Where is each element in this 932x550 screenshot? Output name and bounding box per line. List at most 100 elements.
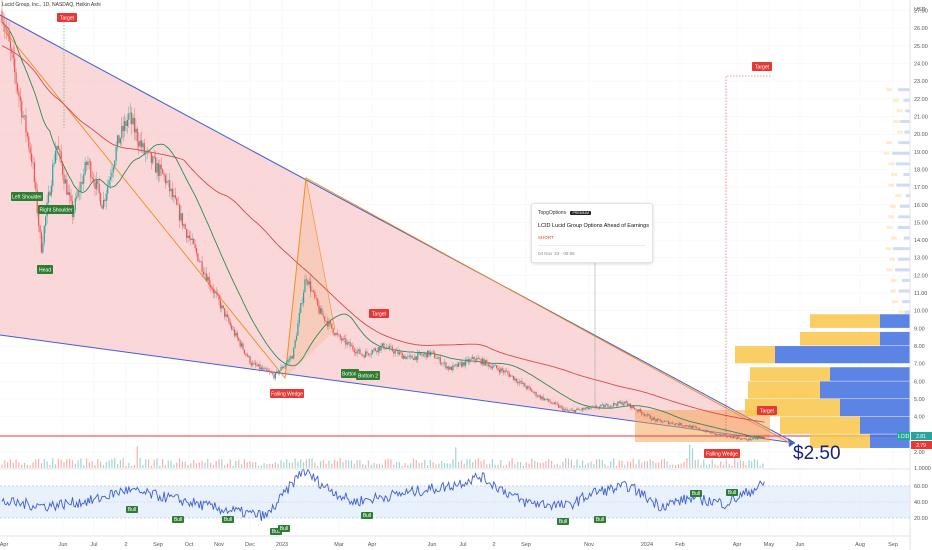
rsi-tick-0: 60.00 [914,484,928,490]
idea-card-date: 04 Nov '23 · 06:56 [538,251,575,256]
ticker-title: Lucid Group, Inc., 1D, NASDAQ, Heikin As… [2,2,101,8]
svg-text:Head: Head [39,268,51,274]
price-tick-22: 5.00 [914,397,925,403]
time-tick-22: Sep [888,542,898,548]
wedge-upper-line[interactable] [0,14,796,444]
time-tick-10: Apr [368,542,377,548]
tag-falling-wedge-1[interactable]: Falling Wedge [270,389,304,398]
svg-text:Bull: Bull [559,519,567,525]
brand-name: TopgOptions [538,210,567,216]
tag-target-4[interactable]: Target [757,406,777,415]
badge-prev-price: 2.79 [911,441,932,449]
idea-card-title: LCID Lucid Group Options Ahead of Earnin… [538,223,649,229]
rsi-tick-1: 40.00 [914,500,928,506]
badge-last-price: 2.81 [911,432,932,440]
rsi-bull-tag-6: Bull [557,518,569,525]
price-tick-15: 12.00 [914,273,928,279]
rsi-bull-tag-0: Bull [126,506,138,513]
rsi-axis[interactable]: 60.00 40.00 20.00 [914,484,928,522]
price-tick-13: 14.00 [914,238,928,244]
tag-right-shoulder[interactable]: Right Shoulder [38,205,74,214]
rsi-line[interactable] [1,467,765,522]
svg-text:2.81: 2.81 [916,434,926,440]
idea-card-direction: SHORT [538,235,554,240]
svg-text:Bull: Bull [363,513,371,519]
svg-text:Target: Target [755,65,770,71]
price-tick-0: 27.00 [914,9,928,15]
rsi-bull-tag-9: Bull [726,489,738,496]
price-tick-10: 17.00 [914,185,928,191]
price-tick-16: 11.00 [914,291,927,297]
rsi-bull-tag-8: Bull [690,490,702,497]
svg-text:Bottom: Bottom [342,372,358,378]
time-tick-2: Jul [90,542,97,548]
tag-target-1[interactable]: Target [57,13,77,22]
svg-text:Bull: Bull [272,529,280,535]
idea-card-brand: TopgOptions PREMIUM [538,210,591,216]
svg-text:Target: Target [760,409,775,415]
svg-text:Bull: Bull [280,526,288,532]
price-axis[interactable]: 27.00 26.00 25.00 24.00 23.00 22.00 21.00 20.00… [914,9,931,473]
time-tick-1: Jun [59,542,68,548]
time-tick-21: Aug [855,542,865,548]
rsi-tick-2: 20.00 [914,516,928,522]
time-tick-13: 2 [492,542,495,548]
svg-text:Target: Target [372,312,387,318]
time-tick-14: Sep [521,542,531,548]
price-tick-20: 7.00 [914,362,925,368]
rsi-bull-tag-1: Bull [172,516,184,523]
svg-text:Bottom 2: Bottom 2 [358,374,378,380]
time-tick-16: 2024 [641,542,653,548]
svg-text:Bull: Bull [596,517,604,523]
rsi-bull-tag-4: Bull [278,525,290,532]
time-tick-11: Jun [428,542,437,548]
price-tick-6: 21.00 [914,114,928,120]
time-tick-18: Apr [733,542,742,548]
price-tick-2: 25.00 [914,44,928,50]
price-tick-3: 24.00 [914,61,928,67]
time-axis[interactable]: Apr Jun Jul 2 Sep Oct Nov Dec 2023 Mar Apr Jun Jul 2 S… [0,542,898,548]
price-tick-19: 8.00 [914,344,925,350]
svg-text:Target: Target [60,16,75,22]
tag-bottom-1[interactable]: Bottom [341,369,359,378]
tag-target-3[interactable]: Target [369,309,389,318]
time-tick-3: 2 [124,542,127,548]
rsi-bull-tag-7: Bull [594,516,606,523]
rsi-band [0,486,910,518]
price-tick-17: 10.00 [914,309,928,315]
tag-bottom-2[interactable]: Bottom 2 [356,371,380,380]
price-tick-4: 23.00 [914,79,928,85]
tag-target-2[interactable]: Target [752,62,772,71]
ma-fast-line[interactable] [1,22,765,438]
idea-card[interactable]: TopgOptions PREMIUM LCID Lucid Group Opt… [531,203,653,263]
tag-left-shoulder[interactable]: Left Shoulder [11,192,43,201]
tag-head[interactable]: Head [37,265,53,274]
time-tick-7: Dec [245,542,255,548]
badge-symbol: LCID [897,432,910,440]
candles [1,0,765,442]
price-tick-7: 20.00 [914,132,928,138]
price-tick-11: 16.00 [914,203,928,209]
price-tick-1: 26.00 [914,26,928,32]
tag-falling-wedge-2[interactable]: Falling Wedge [704,449,740,458]
time-tick-19: May [764,542,775,548]
price-tick-18: 9.00 [914,326,925,332]
wedge-arrow [788,438,795,447]
target-price-label: $2.50 [793,443,841,464]
svg-text:Falling Wedge: Falling Wedge [706,452,738,458]
svg-text:2.79: 2.79 [916,443,926,449]
time-tick-17: Feb [675,542,684,548]
volume-profile [735,88,910,448]
premium-badge: PREMIUM [570,211,591,215]
price-tick-5: 22.00 [914,97,928,103]
time-tick-5: Oct [185,542,194,548]
price-tick-9: 18.00 [914,167,928,173]
svg-text:Bull: Bull [728,490,736,496]
ma-slow-line[interactable] [1,45,765,423]
time-tick-20: Jun [796,542,805,548]
svg-text:Bull: Bull [128,507,136,513]
price-tick-25: 2.00 [914,450,925,456]
price-tick-26: 1.0000 [914,466,931,472]
